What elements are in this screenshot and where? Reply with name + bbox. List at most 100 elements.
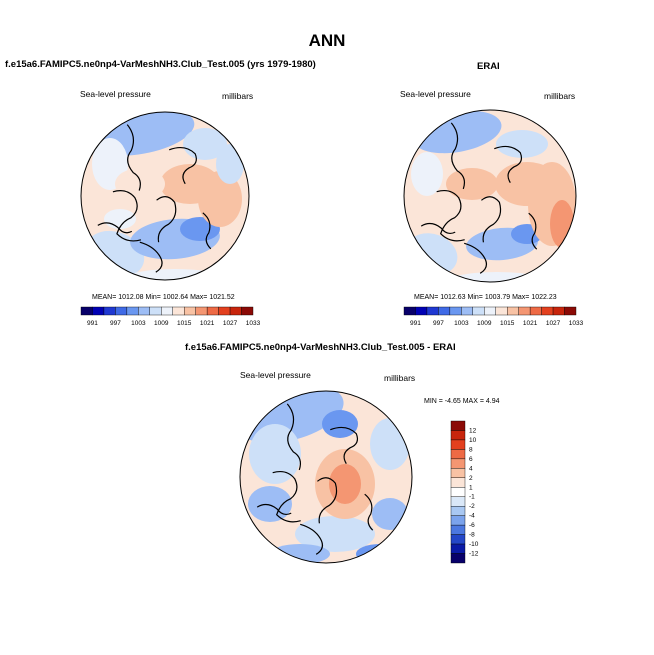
colorbar-swatch	[450, 524, 466, 535]
colorbar-swatch	[450, 505, 466, 516]
colorbar-tick-label: -4	[469, 513, 475, 520]
colorbar-tick-label: -8	[469, 532, 475, 539]
colorbar-swatch	[541, 306, 554, 316]
colorbar-swatch	[484, 306, 496, 316]
coastline	[156, 196, 177, 243]
coastline	[286, 403, 302, 471]
map-contour-region	[329, 464, 361, 504]
map-border	[403, 109, 577, 283]
coastline	[300, 523, 324, 555]
colorbar-swatch	[403, 306, 416, 316]
colorbar-swatch	[450, 420, 466, 431]
panel-2-polar-map	[403, 109, 577, 283]
panel-3-units-label: millibars	[384, 373, 416, 383]
panel-3-polar-map	[239, 390, 413, 564]
coastline	[272, 470, 301, 523]
colorbar-swatch	[103, 306, 116, 316]
coastline	[464, 242, 488, 274]
colorbar-swatch	[450, 468, 466, 478]
colorbar-tick-label: 1003	[454, 320, 469, 327]
colorbar-swatch	[552, 306, 565, 316]
map-contour-region	[370, 418, 410, 470]
coastline	[139, 241, 163, 273]
panel-1-colorbar: 991 997 1003 1009 1015 1021 1027 1033	[80, 306, 261, 327]
map-contour-region	[372, 498, 408, 530]
colorbar-tick-label: -1	[469, 494, 475, 501]
colorbar-swatch	[472, 306, 485, 316]
colorbar-swatch	[450, 487, 466, 497]
coastline	[202, 212, 212, 250]
map-field	[81, 112, 249, 280]
colorbar-tick-label: 1003	[131, 320, 146, 327]
colorbar-tick-label: 1021	[200, 320, 215, 327]
colorbar-swatch	[115, 306, 128, 316]
colorbar-tick-label: 997	[110, 320, 121, 327]
colorbar-swatch	[450, 439, 466, 450]
colorbar-tick-label: 1027	[223, 320, 238, 327]
map-contour-region	[248, 486, 292, 522]
map-contour-region	[495, 162, 559, 206]
colorbar-swatch	[495, 306, 508, 316]
colorbar-tick-label: 991	[410, 320, 421, 327]
colorbar-tick-label: 1009	[154, 320, 169, 327]
coastline	[330, 426, 359, 465]
colorbar-swatch	[450, 430, 466, 441]
colorbar-swatch	[461, 306, 473, 316]
map-contour-region	[550, 200, 574, 248]
colorbar-swatch	[450, 477, 466, 488]
panel-1-polar-map	[80, 111, 250, 281]
map-contour-region	[411, 152, 443, 196]
coastline	[436, 189, 465, 242]
figure-title: ANN	[308, 31, 346, 50]
colorbar-swatch	[92, 306, 105, 316]
colorbar-tick-label: 1027	[546, 320, 561, 327]
colorbar-swatch	[518, 306, 531, 316]
panel-2-variable-label: Sea-level pressure	[400, 89, 471, 99]
colorbar-swatch	[438, 306, 451, 316]
colorbar-swatch	[450, 496, 466, 507]
colorbar-swatch	[426, 306, 439, 316]
colorbar-tick-label: 8	[469, 446, 473, 453]
colorbar-swatch	[241, 306, 254, 316]
colorbar-swatch	[126, 306, 139, 316]
colorbar-tick-label: 1015	[500, 320, 515, 327]
coastline	[168, 146, 197, 185]
colorbar-swatch	[218, 306, 231, 316]
coastline	[481, 196, 502, 243]
map-field	[404, 110, 576, 282]
panel-1-title: f.e15a6.FAMIPC5.ne0np4-VarMeshNH3.Club_T…	[5, 59, 316, 70]
colorbar-swatch	[195, 306, 208, 316]
colorbar-swatch	[450, 449, 466, 460]
colorbar-swatch	[450, 543, 466, 554]
panel-3-variable-label: Sea-level pressure	[240, 370, 311, 380]
colorbar-tick-label: -10	[469, 541, 479, 548]
colorbar-swatch	[229, 306, 242, 316]
colorbar-swatch	[450, 534, 466, 545]
colorbar-swatch	[80, 306, 93, 316]
panel-3-title: f.e15a6.FAMIPC5.ne0np4-VarMeshNH3.Club_T…	[185, 342, 456, 353]
map-contour-region	[496, 130, 548, 158]
colorbar-tick-label: 4	[469, 465, 473, 472]
colorbar-tick-label: 1033	[246, 320, 261, 327]
coastline	[317, 477, 338, 524]
coastline	[97, 222, 133, 234]
coastline	[112, 190, 142, 242]
colorbar-swatch	[449, 306, 462, 316]
colorbar-swatch	[506, 306, 519, 316]
colorbar-swatch	[161, 306, 173, 316]
coastline	[450, 122, 466, 190]
colorbar-tick-label: 6	[469, 456, 473, 463]
colorbar-tick-label: 1033	[569, 320, 584, 327]
map-contour-region	[160, 164, 220, 204]
colorbar-tick-label: 1	[469, 484, 473, 491]
colorbar-swatch	[450, 553, 466, 564]
panel-2-colorbar: 991 997 1003 1009 1015 1021 1027 1033	[403, 306, 584, 327]
colorbar-tick-label: 997	[433, 320, 444, 327]
coastline	[528, 212, 538, 250]
colorbar-tick-label: 1009	[477, 320, 492, 327]
colorbar-swatch	[450, 515, 466, 526]
map-contour-region	[446, 168, 498, 200]
map-border	[239, 390, 413, 564]
map-contour-region	[216, 144, 244, 184]
panel-2-stats: MEAN= 1012.63 Min= 1003.79 Max= 1022.23	[414, 294, 557, 301]
